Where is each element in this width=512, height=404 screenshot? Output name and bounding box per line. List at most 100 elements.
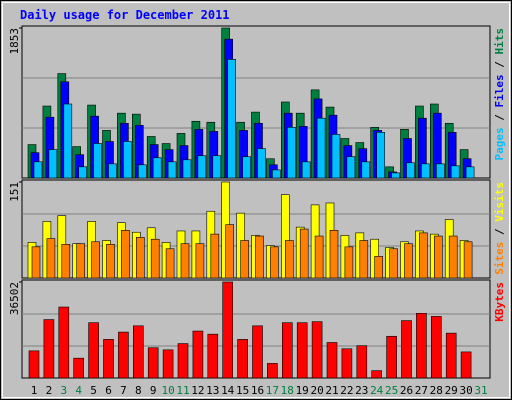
bar xyxy=(106,244,115,279)
bar xyxy=(361,161,371,179)
bar xyxy=(88,322,99,379)
bar xyxy=(281,322,293,379)
bar xyxy=(316,117,326,179)
x-tick-label: 16 xyxy=(251,384,264,397)
bar xyxy=(331,134,341,179)
y-tick-label: 36502 xyxy=(8,282,21,315)
legend-entry: Pages xyxy=(493,127,506,160)
x-tick-label: 29 xyxy=(445,384,458,397)
bar xyxy=(346,156,356,179)
bar xyxy=(386,335,397,379)
legend-separator: / xyxy=(493,55,506,75)
bar xyxy=(257,148,266,179)
bar xyxy=(103,339,114,379)
bar xyxy=(301,161,311,179)
bar xyxy=(445,332,457,379)
bar xyxy=(252,325,263,379)
x-tick-label: 30 xyxy=(459,384,472,397)
legend-separator: / xyxy=(493,222,506,242)
legend-entry: Files xyxy=(493,74,506,107)
legend-entry: Hits xyxy=(493,28,506,55)
bar xyxy=(207,333,219,379)
bar xyxy=(406,162,415,179)
x-tick-label: 24 xyxy=(370,384,384,397)
bar xyxy=(28,350,40,379)
chart-title: Daily usage for December 2011 xyxy=(20,8,230,22)
bar xyxy=(450,165,460,179)
bar xyxy=(91,241,100,279)
legend: KBytes xyxy=(493,282,506,322)
x-tick-label: 26 xyxy=(400,384,413,397)
bar xyxy=(78,166,87,179)
x-tick-label: 2 xyxy=(46,384,53,397)
legend-entry: KBytes xyxy=(493,282,506,322)
x-tick-label: 19 xyxy=(296,384,309,397)
y-tick-label: 151 xyxy=(8,182,21,202)
bar xyxy=(314,235,324,279)
x-tick-label: 1 xyxy=(31,384,38,397)
bar xyxy=(371,370,383,379)
bar xyxy=(197,155,207,179)
bar xyxy=(326,342,338,379)
bar xyxy=(270,246,279,279)
bar xyxy=(212,155,222,179)
x-tick-label: 28 xyxy=(430,384,443,397)
bar xyxy=(242,156,251,179)
x-tick-label: 4 xyxy=(75,384,82,397)
bar xyxy=(192,330,204,379)
bar xyxy=(465,166,475,179)
bar xyxy=(76,243,85,279)
bar xyxy=(421,163,430,179)
bar xyxy=(391,172,400,179)
x-tick-label: 9 xyxy=(150,384,157,397)
bar xyxy=(311,321,323,379)
bar xyxy=(195,243,205,279)
x-tick-label: 15 xyxy=(236,384,249,397)
bar xyxy=(448,235,458,279)
bar xyxy=(286,127,296,179)
bar xyxy=(359,240,369,279)
y-tick-label: 1853 xyxy=(8,28,21,55)
bar xyxy=(138,164,147,179)
x-tick-label: 12 xyxy=(191,384,204,397)
bar xyxy=(177,343,189,379)
bar xyxy=(255,235,264,279)
bar xyxy=(267,363,278,379)
x-tick-label: 17 xyxy=(266,384,279,397)
bar xyxy=(240,240,249,279)
bar xyxy=(33,161,43,179)
bar xyxy=(133,325,144,379)
bar xyxy=(182,159,192,179)
bar xyxy=(237,339,248,379)
bar xyxy=(419,232,428,279)
bar xyxy=(180,243,190,279)
x-tick-label: 3 xyxy=(60,384,67,397)
legend-entry: Visits xyxy=(493,182,506,222)
x-tick-label: 14 xyxy=(221,384,235,397)
x-tick-label: 7 xyxy=(120,384,127,397)
bar xyxy=(150,238,160,279)
bar xyxy=(210,233,220,279)
bar xyxy=(61,244,71,279)
bar xyxy=(108,163,117,179)
bar xyxy=(272,169,281,179)
x-tick-label: 22 xyxy=(340,384,353,397)
bar xyxy=(296,322,308,379)
x-tick-label: 18 xyxy=(281,384,294,397)
bar xyxy=(433,235,443,279)
bar xyxy=(58,306,70,379)
bar xyxy=(162,349,174,379)
x-tick-label: 20 xyxy=(310,384,323,397)
bar xyxy=(121,230,130,279)
x-tick-label: 10 xyxy=(161,384,174,397)
x-tick-label: 27 xyxy=(415,384,428,397)
x-tick-label: 6 xyxy=(105,384,112,397)
bar xyxy=(222,281,233,379)
bar xyxy=(344,246,354,279)
bar xyxy=(63,103,73,179)
x-tick-label: 25 xyxy=(385,384,398,397)
bar xyxy=(356,345,368,379)
bar xyxy=(93,143,102,179)
bar xyxy=(389,248,398,279)
